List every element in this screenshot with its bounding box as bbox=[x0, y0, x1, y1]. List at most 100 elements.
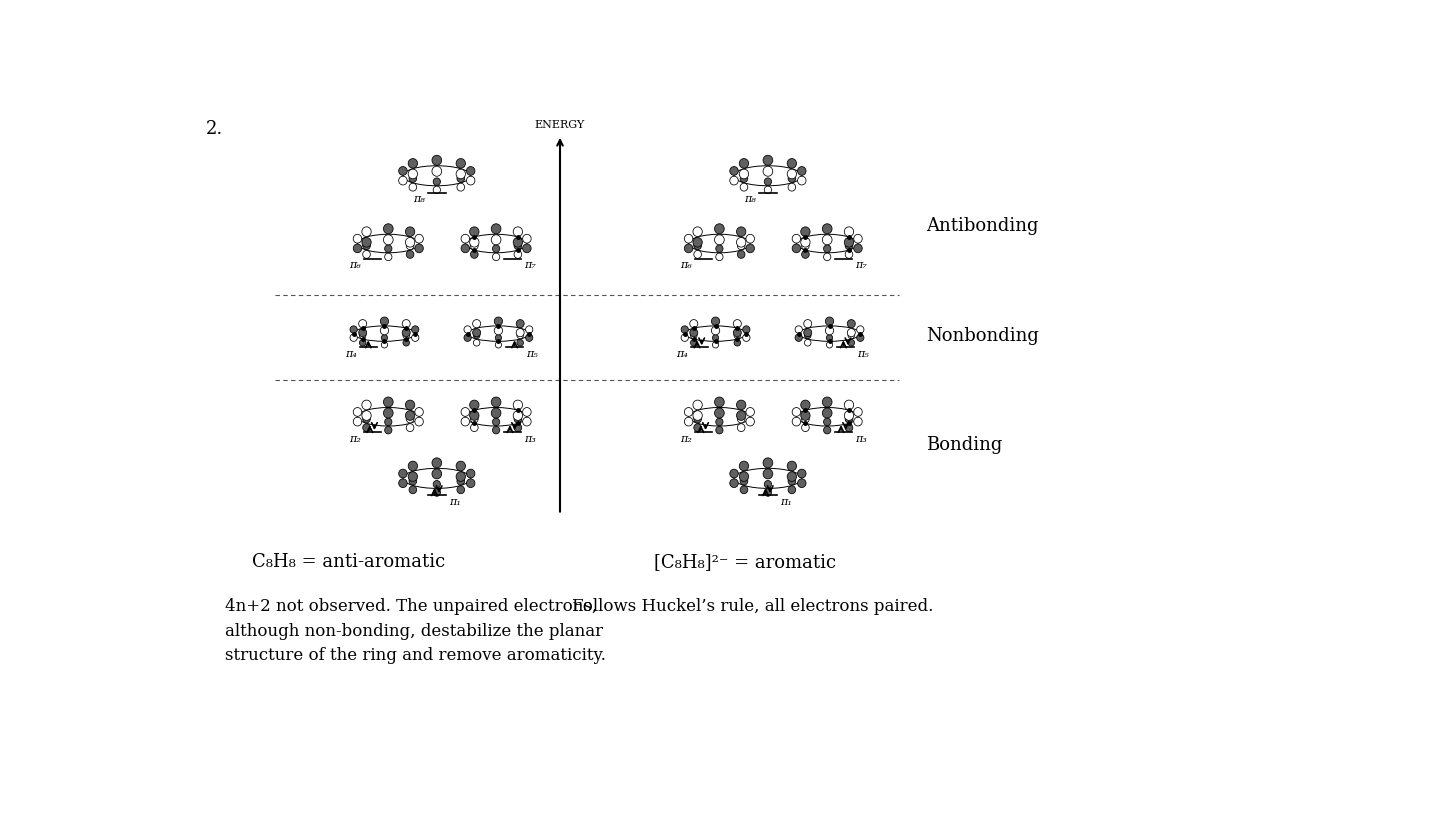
Ellipse shape bbox=[694, 238, 702, 247]
Ellipse shape bbox=[467, 166, 474, 175]
Ellipse shape bbox=[398, 176, 407, 185]
Ellipse shape bbox=[827, 342, 833, 348]
Ellipse shape bbox=[715, 224, 724, 234]
Ellipse shape bbox=[496, 335, 502, 341]
Text: π₂: π₂ bbox=[348, 434, 361, 444]
Ellipse shape bbox=[456, 170, 466, 179]
Ellipse shape bbox=[411, 334, 418, 342]
Ellipse shape bbox=[715, 245, 724, 253]
Ellipse shape bbox=[470, 227, 479, 236]
Ellipse shape bbox=[363, 238, 371, 247]
Ellipse shape bbox=[804, 319, 811, 328]
Ellipse shape bbox=[384, 426, 393, 434]
Ellipse shape bbox=[461, 417, 470, 426]
Ellipse shape bbox=[403, 339, 410, 346]
Ellipse shape bbox=[845, 250, 853, 258]
Ellipse shape bbox=[685, 244, 692, 253]
Ellipse shape bbox=[470, 238, 479, 247]
Ellipse shape bbox=[408, 170, 417, 179]
Ellipse shape bbox=[408, 159, 417, 168]
Ellipse shape bbox=[738, 250, 745, 258]
Ellipse shape bbox=[844, 227, 854, 236]
Ellipse shape bbox=[694, 227, 702, 236]
Ellipse shape bbox=[492, 235, 502, 244]
Ellipse shape bbox=[715, 426, 724, 434]
Ellipse shape bbox=[470, 424, 479, 431]
Ellipse shape bbox=[408, 461, 417, 471]
Text: [C₈H₈]²⁻ = aromatic: [C₈H₈]²⁻ = aromatic bbox=[653, 553, 835, 571]
Ellipse shape bbox=[514, 250, 522, 258]
Ellipse shape bbox=[847, 328, 856, 337]
Ellipse shape bbox=[801, 250, 810, 258]
Ellipse shape bbox=[523, 407, 532, 416]
Ellipse shape bbox=[414, 235, 423, 243]
Text: π₄: π₄ bbox=[676, 349, 688, 359]
Ellipse shape bbox=[715, 418, 724, 425]
Ellipse shape bbox=[516, 319, 524, 328]
Ellipse shape bbox=[384, 245, 393, 253]
Ellipse shape bbox=[431, 156, 441, 165]
Ellipse shape bbox=[360, 339, 365, 346]
Ellipse shape bbox=[854, 244, 863, 253]
Ellipse shape bbox=[788, 486, 795, 494]
Ellipse shape bbox=[845, 242, 853, 249]
Ellipse shape bbox=[431, 166, 441, 176]
Ellipse shape bbox=[461, 235, 470, 243]
Ellipse shape bbox=[844, 400, 854, 410]
Ellipse shape bbox=[363, 415, 370, 423]
Ellipse shape bbox=[380, 327, 388, 335]
Ellipse shape bbox=[358, 328, 367, 337]
Text: 2.: 2. bbox=[206, 120, 224, 138]
Ellipse shape bbox=[403, 319, 410, 328]
Ellipse shape bbox=[737, 411, 745, 421]
Ellipse shape bbox=[457, 174, 464, 183]
Ellipse shape bbox=[787, 170, 797, 179]
Ellipse shape bbox=[406, 411, 414, 421]
Ellipse shape bbox=[729, 176, 738, 185]
Ellipse shape bbox=[354, 407, 361, 416]
Text: ENERGY: ENERGY bbox=[535, 119, 585, 129]
Ellipse shape bbox=[729, 166, 738, 175]
Ellipse shape bbox=[844, 238, 854, 247]
Text: π₈: π₈ bbox=[744, 194, 755, 204]
Ellipse shape bbox=[734, 328, 741, 337]
Ellipse shape bbox=[354, 235, 361, 243]
Ellipse shape bbox=[823, 235, 833, 244]
Ellipse shape bbox=[433, 186, 440, 193]
Ellipse shape bbox=[738, 415, 745, 423]
Ellipse shape bbox=[689, 319, 698, 328]
Ellipse shape bbox=[854, 235, 863, 243]
Ellipse shape bbox=[823, 224, 833, 234]
Ellipse shape bbox=[762, 458, 772, 467]
Ellipse shape bbox=[384, 408, 393, 418]
Ellipse shape bbox=[381, 342, 387, 348]
Ellipse shape bbox=[804, 339, 811, 346]
Ellipse shape bbox=[414, 244, 423, 253]
Ellipse shape bbox=[737, 238, 745, 247]
Ellipse shape bbox=[685, 417, 692, 426]
Ellipse shape bbox=[739, 170, 748, 179]
Ellipse shape bbox=[408, 486, 417, 494]
Ellipse shape bbox=[824, 418, 831, 425]
Ellipse shape bbox=[408, 472, 417, 481]
Ellipse shape bbox=[747, 235, 754, 243]
Ellipse shape bbox=[363, 227, 371, 236]
Ellipse shape bbox=[470, 400, 479, 410]
Ellipse shape bbox=[739, 159, 748, 168]
Ellipse shape bbox=[407, 250, 414, 258]
Ellipse shape bbox=[694, 411, 702, 421]
Ellipse shape bbox=[715, 253, 724, 261]
Ellipse shape bbox=[363, 424, 370, 431]
Ellipse shape bbox=[363, 242, 370, 249]
Ellipse shape bbox=[467, 479, 474, 487]
Ellipse shape bbox=[492, 397, 502, 407]
Ellipse shape bbox=[798, 166, 805, 175]
Ellipse shape bbox=[801, 415, 810, 423]
Ellipse shape bbox=[470, 242, 479, 249]
Ellipse shape bbox=[739, 461, 748, 471]
Ellipse shape bbox=[403, 332, 410, 339]
Ellipse shape bbox=[496, 342, 502, 348]
Ellipse shape bbox=[734, 332, 741, 339]
Ellipse shape bbox=[513, 400, 523, 410]
Ellipse shape bbox=[738, 424, 745, 431]
